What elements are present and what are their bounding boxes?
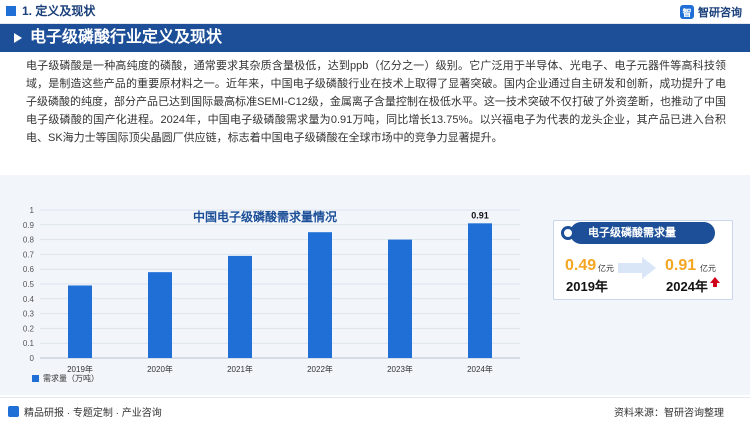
brand-name: 智研咨询	[698, 7, 742, 19]
footer-tagline-text: 精品研报 · 专题定制 · 产业咨询	[24, 408, 162, 419]
legend-label: 需求量（万吨）	[43, 373, 99, 383]
y-tick-label: 0.8	[23, 236, 35, 245]
legend-swatch	[32, 375, 39, 382]
up-arrow-icon	[710, 277, 720, 283]
to-unit: 亿元	[700, 264, 716, 273]
page-title: 电子级磷酸行业定义及现状	[30, 29, 223, 46]
to-value: 0.91	[665, 257, 697, 274]
up-arrow-stem	[713, 283, 717, 287]
brand-logo-icon: 智	[680, 5, 694, 19]
x-tick-label: 2019年	[67, 364, 93, 374]
summary-card-title: 电子级磷酸需求量	[570, 222, 715, 244]
title-band: 电子级磷酸行业定义及现状	[0, 24, 750, 52]
y-tick-label: 0.9	[23, 221, 35, 230]
x-tick-label: 2023年	[387, 364, 413, 374]
top-bar: 1. 定义及现状 智 智研咨询	[0, 0, 750, 24]
bar	[468, 223, 492, 358]
from-year: 2019年	[566, 279, 608, 294]
y-tick-label: 0.4	[23, 295, 35, 304]
chart-title: 中国电子级磷酸需求量情况	[192, 210, 337, 224]
bar	[388, 239, 412, 358]
from-unit: 亿元	[598, 264, 614, 273]
bar	[308, 232, 332, 358]
footer-logo-icon	[8, 406, 19, 417]
y-tick-label: 0	[30, 354, 35, 363]
x-tick-label: 2024年	[467, 364, 493, 374]
y-tick-label: 0.6	[23, 265, 35, 274]
bar	[148, 272, 172, 358]
footer-source: 资料来源：智研咨询整理	[614, 408, 724, 419]
y-tick-label: 0.3	[23, 310, 35, 319]
y-tick-label: 0.5	[23, 280, 35, 289]
to-year: 2024年	[666, 279, 708, 294]
y-tick-label: 0.7	[23, 250, 35, 259]
growth-arrow-icon	[618, 257, 656, 279]
footer-tagline: 精品研报 · 专题定制 · 产业咨询	[8, 404, 162, 419]
section-marker-icon	[6, 6, 16, 16]
section-heading: 1. 定义及现状	[22, 4, 96, 18]
y-tick-label: 0.2	[23, 324, 35, 333]
card-bullet-icon	[561, 226, 575, 240]
footer: 精品研报 · 专题定制 · 产业咨询 资料来源：智研咨询整理	[0, 397, 750, 421]
y-tick-label: 1	[30, 206, 35, 215]
intro-paragraph: 电子级磷酸是一种高纯度的磷酸，通常要求其杂质含量极低，达到ppb（亿分之一）级别…	[26, 60, 726, 144]
x-tick-label: 2022年	[307, 364, 333, 374]
from-value: 0.49	[565, 257, 597, 274]
x-tick-label: 2020年	[147, 364, 173, 374]
data-label: 0.91	[471, 210, 489, 220]
bar	[228, 255, 252, 358]
play-arrow-icon	[14, 33, 22, 43]
brand[interactable]: 智 智研咨询	[680, 4, 742, 20]
x-tick-label: 2021年	[227, 364, 253, 374]
bar	[68, 285, 92, 358]
y-tick-label: 0.1	[23, 339, 35, 348]
